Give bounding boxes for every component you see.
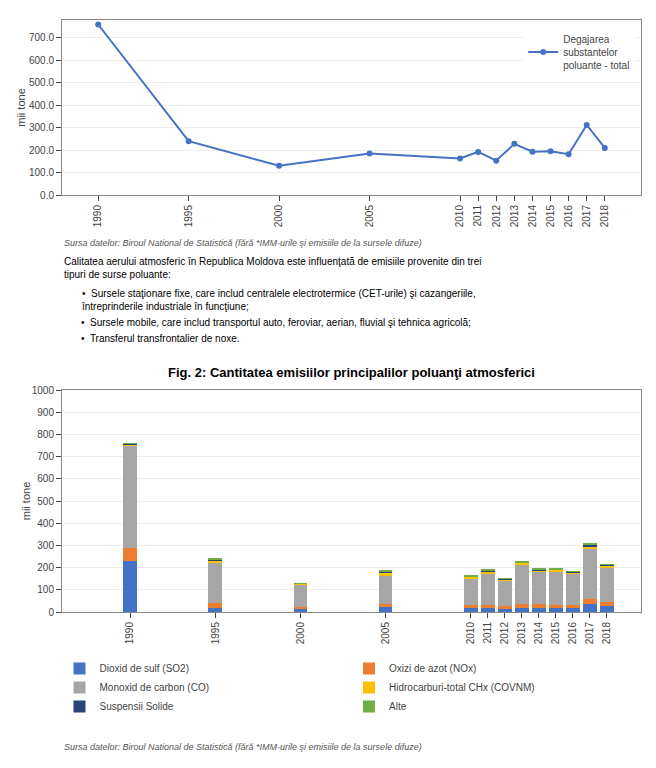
svg-text:2017: 2017: [584, 622, 595, 645]
svg-text:100.0: 100.0: [29, 167, 54, 178]
svg-text:0: 0: [48, 607, 54, 618]
svg-text:400.0: 400.0: [29, 100, 54, 111]
svg-text:2012: 2012: [491, 205, 502, 228]
svg-text:Fig. 2: Cantitatea emisiilor p: Fig. 2: Cantitatea emisiilor principalil…: [168, 365, 535, 380]
svg-text:600.0: 600.0: [29, 55, 54, 66]
svg-text:700: 700: [37, 451, 54, 462]
svg-text:2017: 2017: [581, 205, 592, 228]
svg-text:2018: 2018: [599, 205, 610, 228]
svg-text:2000: 2000: [273, 205, 284, 228]
svg-text:Sursa datelor: Biroul National: Sursa datelor: Biroul National de Statis…: [64, 238, 422, 248]
svg-text:1995: 1995: [210, 622, 221, 645]
svg-text:1000: 1000: [32, 385, 55, 396]
svg-text:• Sursele staţionare fixe, ca: • Sursele staţionare fixe, care includ c…: [81, 288, 476, 312]
svg-text:Degajareasubstantelorpoluante: Degajareasubstantelorpoluante - total: [563, 34, 629, 71]
svg-text:2005: 2005: [380, 622, 391, 645]
svg-text:700.0: 700.0: [29, 32, 54, 43]
svg-text:Alte: Alte: [389, 701, 407, 712]
svg-text:Dioxid de sulf (SO2): Dioxid de sulf (SO2): [100, 663, 189, 674]
svg-text:2015: 2015: [550, 622, 561, 645]
svg-text:200.0: 200.0: [29, 145, 54, 156]
svg-text:Sursa datelor: Biroul National: Sursa datelor: Biroul National de Statis…: [64, 742, 422, 752]
svg-text:mii tone: mii tone: [15, 88, 27, 127]
svg-text:300: 300: [37, 540, 54, 551]
svg-text:Hidrocarburi-total CHx (COVNM): Hidrocarburi-total CHx (COVNM): [389, 682, 535, 693]
svg-text:Calitatea aerului atmosferic î: Calitatea aerului atmosferic în Republic…: [64, 256, 481, 280]
svg-text:900: 900: [37, 407, 54, 418]
svg-text:0.0: 0.0: [40, 190, 54, 201]
svg-text:• Sursele mobile, care includ: • Sursele mobile, care includ transportu…: [81, 317, 471, 328]
svg-text:2014: 2014: [527, 205, 538, 228]
svg-text:400: 400: [37, 518, 54, 529]
svg-text:200: 200: [37, 562, 54, 573]
svg-text:100: 100: [37, 584, 54, 595]
svg-text:2011: 2011: [482, 622, 493, 644]
svg-text:2013: 2013: [509, 205, 520, 228]
svg-text:2011: 2011: [472, 205, 483, 227]
svg-text:mii tone: mii tone: [20, 482, 32, 521]
svg-text:2005: 2005: [364, 205, 375, 228]
svg-text:Oxizi de azot (NOx): Oxizi de azot (NOx): [389, 663, 476, 674]
svg-text:2000: 2000: [295, 622, 306, 645]
svg-text:2010: 2010: [465, 622, 476, 645]
svg-text:1990: 1990: [124, 622, 135, 645]
svg-text:2018: 2018: [601, 622, 612, 645]
svg-text:1995: 1995: [183, 205, 194, 228]
svg-text:300.0: 300.0: [29, 122, 54, 133]
svg-text:Monoxid de carbon (CO): Monoxid de carbon (CO): [100, 682, 210, 693]
svg-text:• Transferul transfrontalier: • Transferul transfrontalier de noxe.: [81, 333, 240, 344]
svg-text:500: 500: [37, 496, 54, 507]
svg-text:2012: 2012: [499, 622, 510, 645]
svg-text:1990: 1990: [92, 205, 103, 228]
svg-text:2013: 2013: [516, 622, 527, 645]
svg-text:2010: 2010: [454, 205, 465, 228]
svg-text:600: 600: [37, 473, 54, 484]
svg-text:2014: 2014: [533, 622, 544, 645]
svg-text:500.0: 500.0: [29, 77, 54, 88]
svg-text:2016: 2016: [563, 205, 574, 228]
svg-text:2015: 2015: [545, 205, 556, 228]
svg-text:800: 800: [37, 429, 54, 440]
svg-text:2016: 2016: [567, 622, 578, 645]
svg-text:Suspensii Solide: Suspensii Solide: [100, 701, 174, 712]
